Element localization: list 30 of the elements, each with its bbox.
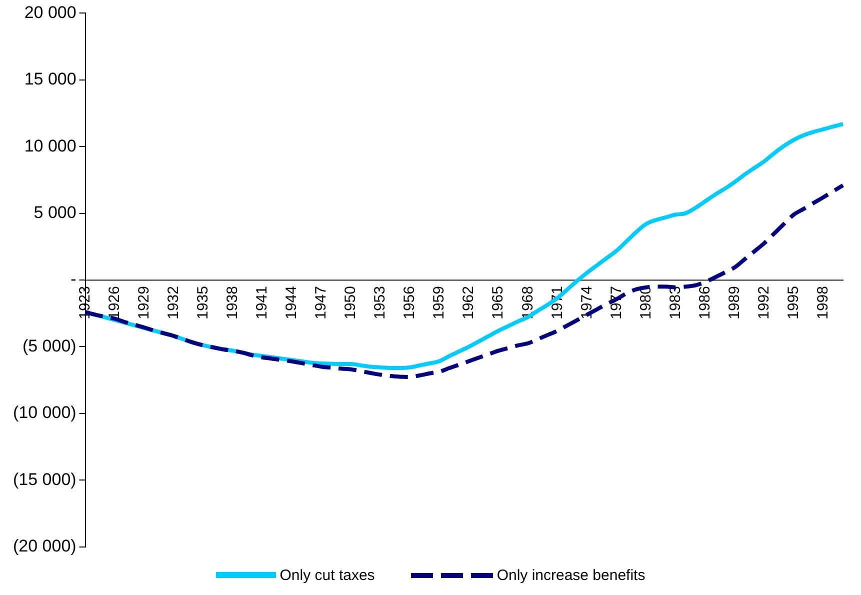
x-tick-label: 1938 xyxy=(224,286,242,320)
legend-label: Only increase benefits xyxy=(496,566,646,584)
y-tick-label: - xyxy=(70,270,76,289)
y-tick-label: 5 000 xyxy=(34,202,76,222)
y-tick-label: 15 000 xyxy=(24,70,76,89)
y-tick-label: (15 000) xyxy=(12,470,76,489)
y-tick-label: (5 000) xyxy=(22,336,76,356)
x-tick-label: 1965 xyxy=(490,286,507,320)
x-tick-label: 1959 xyxy=(430,286,448,320)
x-tick-label: 1929 xyxy=(136,286,152,320)
x-tick-label: 1986 xyxy=(696,286,714,320)
x-tick-label: 1956 xyxy=(401,286,418,320)
x-tick-label: 1953 xyxy=(372,286,389,320)
x-tick-label: 1962 xyxy=(460,286,478,320)
x-tick-label: 1944 xyxy=(283,286,300,320)
legend-label: Only cut taxes xyxy=(280,566,375,584)
x-tick-label: 1932 xyxy=(165,286,182,320)
y-tick-label: (10 000) xyxy=(12,403,76,422)
x-tick-label: 1998 xyxy=(814,286,832,320)
y-tick-label: 20 000 xyxy=(24,2,76,22)
x-tick-label: 1941 xyxy=(254,286,271,320)
x-tick-label: 1992 xyxy=(755,286,772,320)
x-tick-label: 1989 xyxy=(726,286,743,320)
y-tick-label: (20 000) xyxy=(12,536,76,556)
y-tick-label: 10 000 xyxy=(24,136,76,156)
x-tick-label: 1947 xyxy=(312,286,330,320)
x-tick-label: 1995 xyxy=(784,286,802,320)
x-tick-label: 1926 xyxy=(106,286,123,320)
x-tick-label: 1935 xyxy=(194,286,212,320)
x-tick-label: 1950 xyxy=(342,286,360,320)
